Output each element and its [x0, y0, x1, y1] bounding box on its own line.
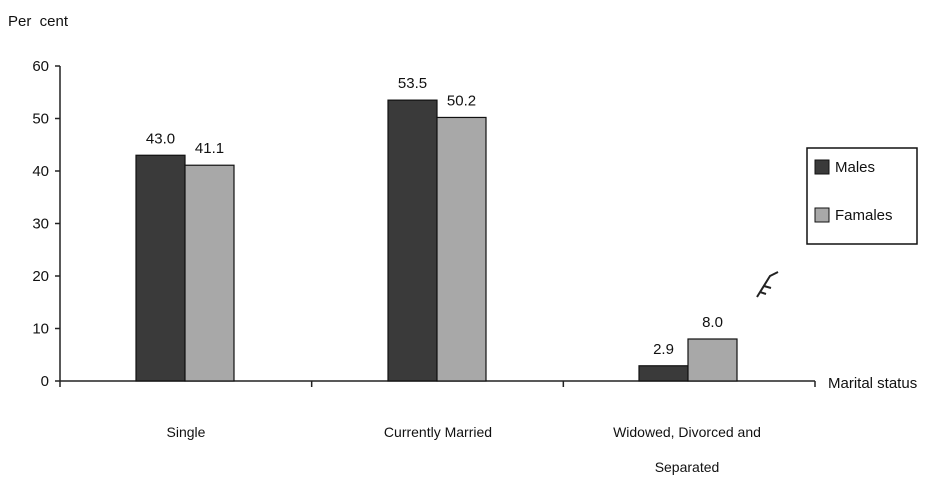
legend-label: Males [835, 159, 875, 176]
x-tick-label: Currently Married [384, 424, 492, 440]
y-tick-label: 0 [41, 373, 49, 390]
legend: Males Famales [806, 147, 918, 245]
y-tick-label: 60 [32, 58, 49, 75]
x-tick-label: Widowed, Divorced and [613, 424, 761, 440]
y-tick-label: 30 [32, 216, 49, 233]
x-tick-label: Single [167, 424, 206, 440]
bar [135, 154, 186, 382]
y-tick-label: 50 [32, 111, 49, 128]
bar-value-label: 43.0 [146, 130, 175, 147]
y-axis-label: Per cent [8, 13, 69, 30]
legend-swatch [814, 207, 830, 223]
bar-value-label: 8.0 [702, 314, 723, 331]
bar [387, 99, 438, 382]
bar-value-label: 41.1 [195, 140, 224, 157]
y-tick-label: 20 [32, 268, 49, 285]
y-tick-label: 40 [32, 163, 49, 180]
y-tick-label: 10 [32, 321, 49, 338]
pen-mark [756, 271, 779, 298]
bar [638, 365, 689, 382]
bars: 43.0 53.5 2.9 41.1 50.2 8.0 [135, 75, 738, 382]
legend-swatch [814, 159, 830, 175]
x-tick-label: Separated [655, 459, 720, 475]
bar-value-label: 53.5 [398, 75, 427, 92]
x-axis-label: Marital status [828, 375, 917, 392]
bar [184, 164, 235, 382]
bar [687, 338, 738, 382]
bar-value-label: 2.9 [653, 341, 674, 358]
axes: 0 10 20 30 40 50 60 Single Currently Married Wido… [32, 58, 816, 475]
bar-value-label: 50.2 [447, 92, 476, 109]
bar [436, 116, 487, 382]
legend-label: Famales [835, 207, 893, 224]
